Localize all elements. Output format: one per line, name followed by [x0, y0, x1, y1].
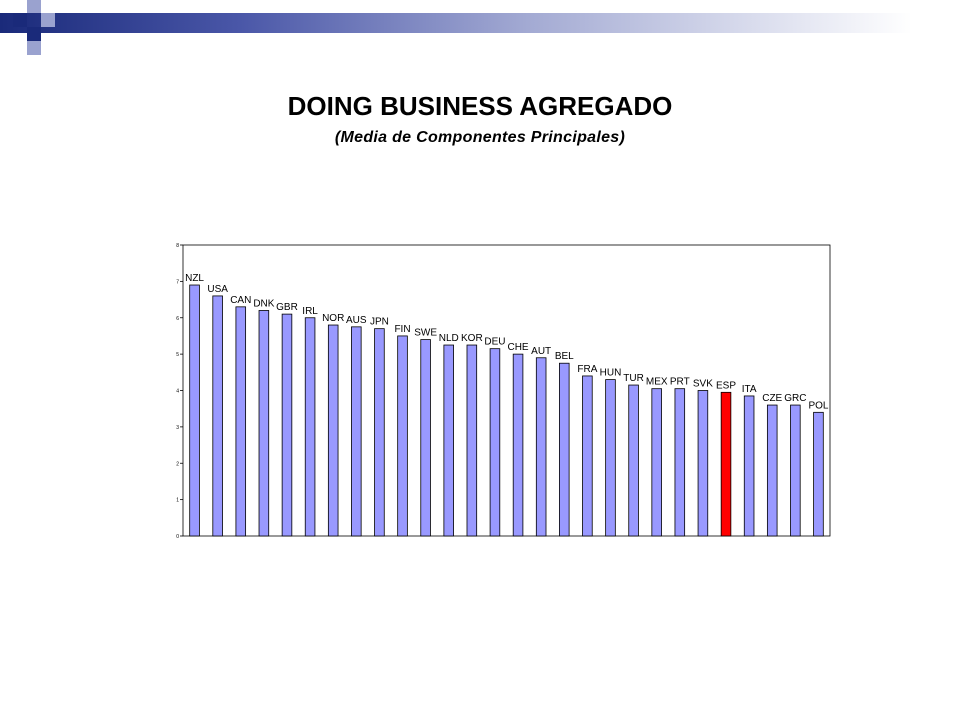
bar-cze [766, 404, 778, 537]
y-tick-label: 0 [176, 534, 179, 540]
bar-label-nor: NOR [322, 313, 344, 324]
bar-label-aut: AUT [531, 346, 551, 357]
bar-bel [559, 362, 570, 537]
bar-label-deu: DEU [484, 337, 505, 348]
bar-irl [304, 317, 316, 537]
logo-square-light [41, 13, 55, 27]
bar-label-swe: SWE [414, 328, 437, 339]
bar-tur [628, 384, 639, 537]
bar-label-gbr: GBR [276, 302, 298, 313]
bar-gbr [281, 313, 293, 537]
bar-label-nzl: NZL [185, 273, 204, 284]
bar-can [235, 306, 247, 537]
bar-grc [790, 404, 801, 537]
bar-label-fra: FRA [577, 364, 597, 375]
bar-label-usa: USA [207, 284, 228, 295]
bar-label-tur: TUR [623, 373, 644, 384]
bar-label-fin: FIN [394, 324, 410, 335]
logo-square-dark [27, 27, 41, 41]
bar-label-bel: BEL [555, 351, 574, 362]
bar-label-che: CHE [507, 342, 528, 353]
bar-kor [466, 344, 478, 537]
bar-nor [327, 324, 339, 537]
bar-aut [535, 357, 547, 537]
y-tick-label: 5 [176, 352, 179, 358]
logo-square-light [27, 0, 41, 13]
bar-mex [651, 388, 662, 537]
bar-fra [582, 375, 593, 537]
bar-label-esp: ESP [716, 380, 736, 391]
bar-label-cze: CZE [762, 393, 782, 404]
y-tick-label: 3 [176, 425, 179, 431]
bar-deu [489, 348, 501, 537]
slide-subtitle: (Media de Componentes Principales) [334, 129, 626, 146]
bar-label-mex: MEX [646, 377, 668, 388]
bar-label-nld: NLD [439, 333, 459, 344]
bar-label-hun: HUN [600, 368, 622, 379]
bar-label-irl: IRL [302, 306, 318, 317]
logo-square-dark [13, 13, 27, 27]
bar-label-ita: ITA [742, 384, 757, 395]
bar-prt [674, 388, 686, 537]
bar-jpn [374, 328, 385, 537]
bar-label-dnk: DNK [253, 298, 274, 309]
y-tick-label: 4 [176, 389, 179, 395]
y-tick-label: 6 [176, 316, 179, 322]
bar-label-prt: PRT [670, 377, 690, 388]
bar-usa [212, 295, 223, 537]
bar-swe [420, 339, 431, 537]
header-gradient-band [0, 13, 960, 33]
bar-label-jpn: JPN [370, 317, 389, 328]
slide-title: DOING BUSINESS AGREGADO [287, 91, 673, 121]
bar-label-pol: POL [808, 400, 828, 411]
bar-label-can: CAN [230, 295, 251, 306]
y-tick-label: 8 [176, 243, 179, 249]
bar-svk [697, 390, 709, 537]
y-tick-label: 2 [176, 461, 179, 467]
bar-nld [443, 344, 454, 537]
logo-square-light [27, 41, 41, 55]
y-tick-label: 1 [176, 498, 179, 504]
bar-label-kor: KOR [461, 333, 483, 344]
bar-nzl [189, 284, 200, 537]
bar-ita [743, 395, 755, 537]
bar-hun [605, 379, 616, 537]
y-tick-label: 7 [176, 279, 179, 285]
bar-fin [397, 335, 408, 537]
bar-che [512, 353, 524, 537]
bar-dnk [258, 310, 270, 537]
bar-pol [813, 411, 824, 537]
bar-label-aus: AUS [346, 315, 367, 326]
bar-label-grc: GRC [784, 393, 806, 404]
bar-label-svk: SVK [693, 379, 713, 390]
bar-esp [720, 391, 732, 537]
bar-aus [351, 326, 362, 537]
